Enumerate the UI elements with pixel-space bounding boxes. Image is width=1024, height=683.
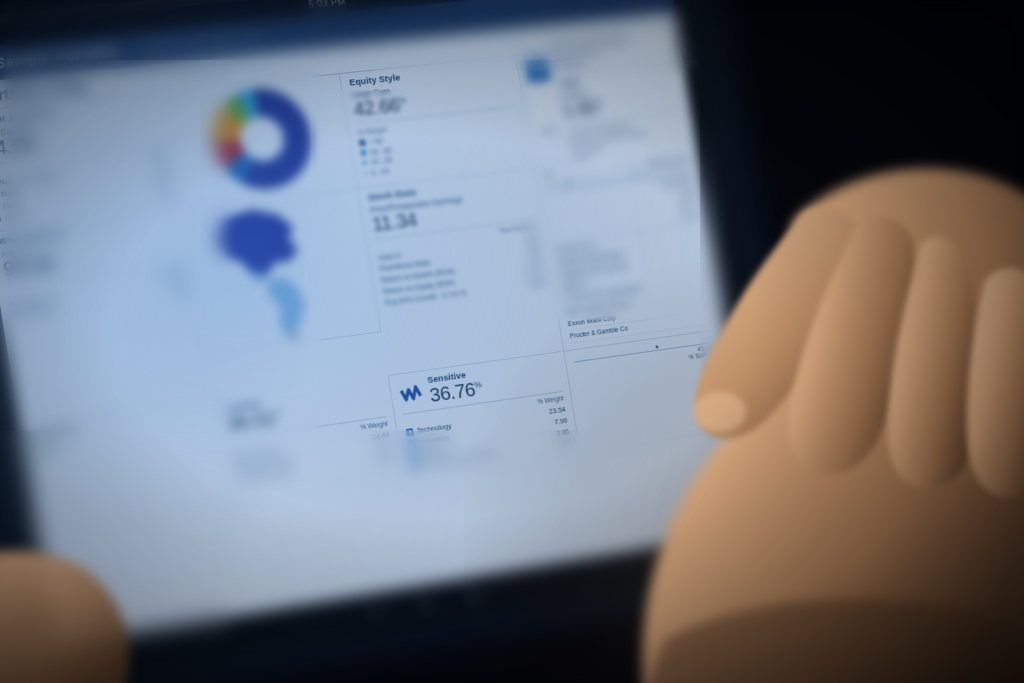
pe-gauge-label: P/E <box>543 173 555 181</box>
pe-portfolio-marker: ▼ <box>564 177 573 187</box>
tablet-device: 5:03 PM Sample Portfolio 10/13/2014 05:0… <box>0 0 803 683</box>
app-title: Sample Portfolio <box>0 42 120 72</box>
appbar-divider <box>126 42 130 59</box>
col-label-value: Value <box>541 127 557 136</box>
portfolio-timestamp: 10/13/2014 05:00 PM EDT <box>136 34 239 55</box>
recent-apps-button[interactable] <box>466 589 480 603</box>
legend-dot-icon <box>0 215 2 223</box>
legend-dot-icon <box>360 149 367 157</box>
refresh-icon[interactable]: ↻ <box>246 30 259 46</box>
sector-square-icon <box>409 450 418 460</box>
wrist-shadow <box>649 599 1024 683</box>
card-bond-income[interactable]: Bond Income Data Total Duration 5.65 yrs… <box>543 23 695 172</box>
pe-benchmark-marker: ▲ <box>631 170 638 178</box>
card-pe-and-holdings[interactable]: P/E S&P 500 17.01 ▼ ▲ % S&P 500 8.11 20.… <box>534 150 723 352</box>
north-america-region <box>211 205 302 283</box>
card-world-map[interactable] <box>183 189 382 356</box>
card-stock-stats[interactable]: Stock Stats Price/Prospective Earnings 1… <box>358 168 565 376</box>
ring-finger <box>888 236 979 489</box>
card-equity-style[interactable]: Equity Style Large Core 42.66% % Weight … <box>339 55 535 190</box>
card-asset-allocation[interactable]: Asset Allocation U.S. Equities 74.50% % … <box>0 92 184 233</box>
sector-square-icon <box>405 427 415 437</box>
middle-finger <box>788 216 915 475</box>
legend-dot-icon <box>358 139 367 147</box>
sector-square-icon <box>410 461 420 471</box>
pagination-dot-1[interactable] <box>282 335 287 340</box>
sensitive-sector-icon <box>398 382 425 404</box>
card-allocation-donut[interactable] <box>164 74 359 210</box>
sector-square-icon <box>407 439 416 448</box>
legend-dot-icon <box>362 160 368 166</box>
card-world-regions[interactable]: World Regions Americas 93.38% % Weight N… <box>0 209 215 427</box>
legend-dot-icon <box>363 170 369 176</box>
defensive-sector-icon <box>31 438 60 461</box>
status-bar-clock: 5:03 PM <box>308 0 347 11</box>
bond-notes: 1. Bond Prices High/Bond Equity/Bond Sta… <box>566 116 687 165</box>
pagination-dot-3[interactable] <box>300 332 305 338</box>
pinky-finger <box>966 268 1024 498</box>
sensitive-benchmark-marker: ▲ <box>653 343 660 350</box>
allocation-donut-chart <box>204 83 319 195</box>
card-sector-cyclical[interactable]: Cyclical 36.51% % Weight Basic Materials… <box>214 375 406 506</box>
card-sector-benchmark[interactable]: ▲ 41.03% % S&P 500 17.19 11.56 9.22 3.86 <box>564 328 739 453</box>
back-button[interactable] <box>369 605 383 619</box>
home-button[interactable] <box>417 597 431 611</box>
pagination-dot-2[interactable] <box>290 333 297 340</box>
holdings-list[interactable]: Microsoft Corp Vanguard Dividend Appr Va… <box>555 226 715 344</box>
